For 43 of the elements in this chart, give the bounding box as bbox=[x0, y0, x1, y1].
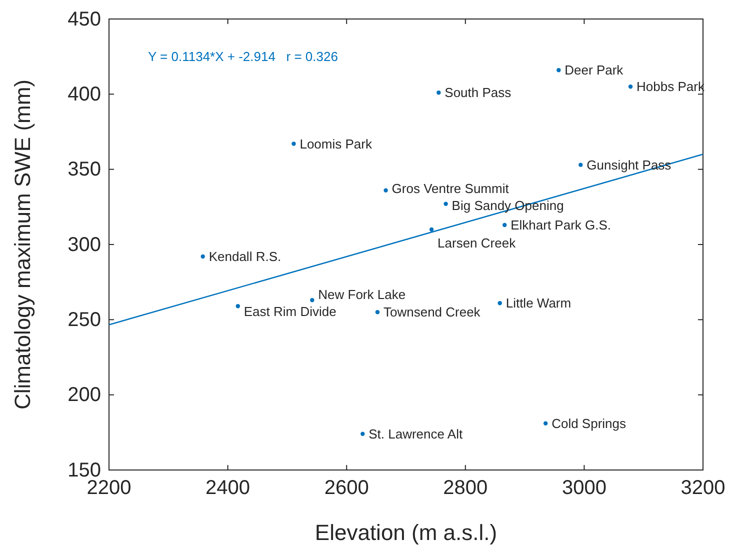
annotation: New Fork Lake bbox=[318, 287, 406, 302]
point bbox=[556, 68, 561, 72]
x-tick-label: 3000 bbox=[562, 477, 606, 500]
annotation: Y = 0.1134*X + -2.914 r = 0.326 bbox=[148, 49, 338, 64]
x-axis-title: Elevation (m a.s.l.) bbox=[314, 520, 498, 545]
point bbox=[375, 310, 380, 314]
annotation: Townsend Creek bbox=[383, 304, 481, 320]
point bbox=[292, 142, 296, 146]
point bbox=[310, 298, 314, 302]
annotation: St. Lawrence Alt bbox=[368, 426, 463, 442]
point bbox=[436, 90, 441, 95]
y-tick-label: 450 bbox=[68, 8, 101, 30]
annotation: Loomis Park bbox=[300, 136, 372, 152]
point bbox=[444, 202, 448, 206]
point bbox=[429, 227, 434, 232]
annotation: Elkhart Park G.S. bbox=[510, 217, 612, 232]
y-tick-label: 300 bbox=[68, 234, 101, 256]
point bbox=[236, 304, 240, 308]
point bbox=[502, 222, 507, 228]
x-tick-label: 2800 bbox=[443, 477, 488, 500]
point bbox=[628, 84, 633, 89]
x-tick-label: 3200 bbox=[680, 477, 726, 500]
point bbox=[578, 162, 583, 167]
y-tick-label: 200 bbox=[68, 384, 101, 406]
annotation: Little Warm bbox=[506, 296, 572, 311]
point bbox=[498, 301, 502, 306]
point bbox=[200, 254, 205, 259]
annotation: South Pass bbox=[444, 85, 512, 100]
y-tick-label: 350 bbox=[68, 158, 101, 181]
annotation: Larsen Creek bbox=[438, 235, 516, 250]
annotation: Kendall R.S. bbox=[208, 249, 282, 264]
point bbox=[384, 188, 388, 192]
point bbox=[360, 432, 365, 436]
annotation: East Rim Divide bbox=[244, 304, 336, 320]
annotation: Gros Ventre Summit bbox=[392, 181, 510, 196]
annotation: Cold Springs bbox=[552, 416, 627, 431]
x-tick-label: 2400 bbox=[206, 477, 250, 500]
point bbox=[543, 421, 548, 426]
x-tick-label: 2600 bbox=[324, 477, 369, 500]
y-tick-label: 400 bbox=[68, 84, 101, 106]
annotation: Deer Park bbox=[564, 62, 624, 78]
y-tick-label: 250 bbox=[68, 309, 101, 332]
y-axis-title: Climatology maximum SWE (mm) bbox=[10, 79, 35, 410]
